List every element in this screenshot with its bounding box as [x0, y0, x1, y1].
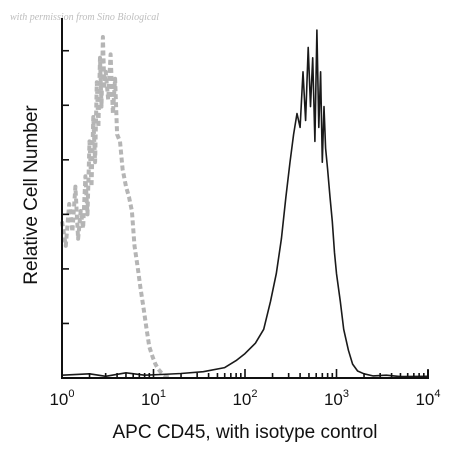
axes: 100 101 102 103 104 [49, 18, 441, 409]
x-tick-exponent: 2 [251, 388, 257, 400]
watermark-text: with permission from Sino Biological [10, 12, 159, 23]
plot-area [60, 29, 429, 380]
x-tick-exponent: 1 [160, 388, 166, 400]
x-tick-label: 103 [324, 388, 349, 409]
x-tick-base: 10 [141, 390, 160, 409]
x-axis-title: APC CD45, with isotype control [112, 422, 377, 443]
x-tick-exponent: 4 [434, 388, 440, 400]
x-tick-base: 10 [232, 390, 251, 409]
x-tick-base: 10 [415, 390, 434, 409]
x-tick-exponent: 3 [343, 388, 349, 400]
x-tick-label: 102 [232, 388, 257, 409]
cd45-histogram [61, 29, 429, 378]
isotype-control-histogram [60, 35, 171, 380]
x-tick-label: 104 [415, 388, 440, 409]
y-axis-title: Relative Cell Number [21, 105, 42, 285]
x-tick-base: 10 [324, 390, 343, 409]
x-tick-label: 100 [49, 388, 74, 409]
axis-frame [61, 18, 429, 379]
x-tick-label: 101 [141, 388, 166, 409]
x-tick-base: 10 [49, 390, 68, 409]
x-tick-exponent: 0 [68, 388, 74, 400]
